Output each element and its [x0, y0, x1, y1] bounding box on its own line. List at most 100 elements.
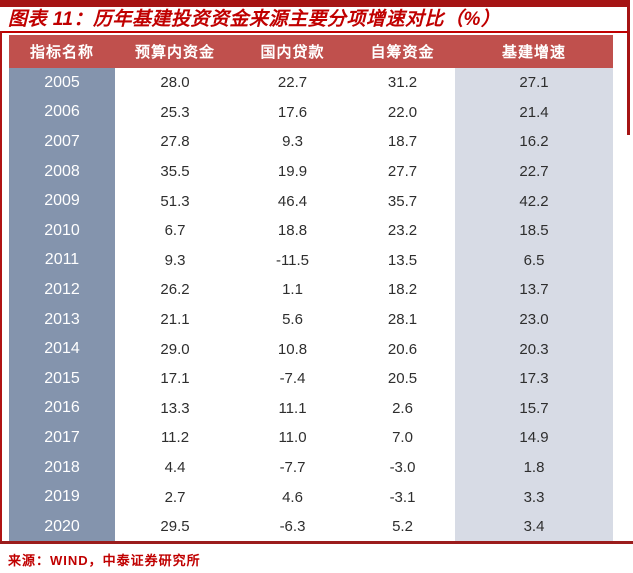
value-cell: 19.9	[235, 156, 350, 187]
column-header-0: 指标名称	[9, 35, 115, 68]
table-row: 2009 51.3 46.4 35.7 42.2	[9, 186, 613, 216]
value-cell: 21.4	[455, 97, 613, 128]
table-row: 2014 29.0 10.8 20.6 20.3	[9, 334, 613, 364]
value-cell: 9.3	[235, 127, 350, 157]
year-cell: 2011	[9, 245, 115, 276]
year-cell: 2008	[9, 156, 115, 187]
year-cell: 2014	[9, 334, 115, 364]
year-cell: 2015	[9, 363, 115, 394]
year-cell: 2012	[9, 275, 115, 305]
table-row: 2012 26.2 1.1 18.2 13.7	[9, 275, 613, 305]
value-cell: -6.3	[235, 511, 350, 542]
year-cell: 2018	[9, 452, 115, 483]
table-row: 2008 35.5 19.9 27.7 22.7	[9, 156, 613, 187]
data-table-wrapper: 指标名称 预算内资金 国内贷款 自筹资金 基建增速 2005 28.0 22.7 31.2 27…	[9, 35, 613, 542]
table-row: 2016 13.3 11.1 2.6 15.7	[9, 393, 613, 424]
value-cell: 18.2	[350, 275, 455, 305]
year-cell: 2006	[9, 97, 115, 128]
value-cell: 29.0	[115, 334, 235, 364]
table-row: 2005 28.0 22.7 31.2 27.1	[9, 68, 613, 98]
value-cell: 23.2	[350, 215, 455, 246]
table-row: 2019 2.7 4.6 -3.1 3.3	[9, 482, 613, 512]
value-cell: -3.0	[350, 452, 455, 483]
source-note: 来源：WIND，中泰证券研究所	[8, 553, 201, 568]
value-cell: 21.1	[115, 304, 235, 335]
value-cell: 27.1	[455, 68, 613, 98]
value-cell: 31.2	[350, 68, 455, 98]
table-row: 2011 9.3 -11.5 13.5 6.5	[9, 245, 613, 276]
value-cell: -3.1	[350, 482, 455, 512]
table-body: 2005 28.0 22.7 31.2 27.1 2006 25.3 17.6 22.0 21.4…	[9, 68, 613, 542]
value-cell: 17.1	[115, 363, 235, 394]
table-row: 2013 21.1 5.6 28.1 23.0	[9, 304, 613, 335]
value-cell: 17.6	[235, 97, 350, 128]
value-cell: 25.3	[115, 97, 235, 128]
column-header-4: 基建增速	[455, 35, 613, 68]
value-cell: 20.6	[350, 334, 455, 364]
value-cell: 42.2	[455, 186, 613, 216]
year-cell: 2013	[9, 304, 115, 335]
value-cell: 6.7	[115, 215, 235, 246]
value-cell: 22.7	[455, 156, 613, 187]
value-cell: 6.5	[455, 245, 613, 276]
table-row: 2007 27.8 9.3 18.7 16.2	[9, 127, 613, 157]
year-cell: 2007	[9, 127, 115, 157]
value-cell: 35.5	[115, 156, 235, 187]
value-cell: 7.0	[350, 423, 455, 453]
column-header-3: 自筹资金	[350, 35, 455, 68]
value-cell: 9.3	[115, 245, 235, 276]
value-cell: 10.8	[235, 334, 350, 364]
value-cell: 27.8	[115, 127, 235, 157]
column-header-2: 国内贷款	[235, 35, 350, 68]
year-cell: 2009	[9, 186, 115, 216]
table-row: 2006 25.3 17.6 22.0 21.4	[9, 97, 613, 128]
value-cell: 15.7	[455, 393, 613, 424]
value-cell: 4.4	[115, 452, 235, 483]
right-red-border	[627, 0, 630, 135]
value-cell: 51.3	[115, 186, 235, 216]
table-row: 2018 4.4 -7.7 -3.0 1.8	[9, 452, 613, 483]
value-cell: 13.5	[350, 245, 455, 276]
value-cell: 18.7	[350, 127, 455, 157]
value-cell: 1.1	[235, 275, 350, 305]
value-cell: -11.5	[235, 245, 350, 276]
value-cell: 22.0	[350, 97, 455, 128]
value-cell: 14.9	[455, 423, 613, 453]
value-cell: 2.7	[115, 482, 235, 512]
value-cell: 27.7	[350, 156, 455, 187]
value-cell: 2.6	[350, 393, 455, 424]
left-red-border	[0, 31, 2, 543]
value-cell: 5.2	[350, 511, 455, 542]
value-cell: 5.6	[235, 304, 350, 335]
top-red-bar	[0, 0, 630, 7]
value-cell: 18.5	[455, 215, 613, 246]
year-cell: 2010	[9, 215, 115, 246]
value-cell: 28.0	[115, 68, 235, 98]
value-cell: 11.2	[115, 423, 235, 453]
value-cell: 26.2	[115, 275, 235, 305]
value-cell: 13.7	[455, 275, 613, 305]
value-cell: 29.5	[115, 511, 235, 542]
value-cell: 22.7	[235, 68, 350, 98]
table-header-row: 指标名称 预算内资金 国内贷款 自筹资金 基建增速	[9, 35, 613, 68]
value-cell: 3.3	[455, 482, 613, 512]
value-cell: 20.5	[350, 363, 455, 394]
column-header-1: 预算内资金	[115, 35, 235, 68]
value-cell: -7.4	[235, 363, 350, 394]
value-cell: 11.0	[235, 423, 350, 453]
value-cell: 11.1	[235, 393, 350, 424]
value-cell: 17.3	[455, 363, 613, 394]
data-table: 指标名称 预算内资金 国内贷款 自筹资金 基建增速 2005 28.0 22.7 31.2 27…	[9, 35, 613, 542]
value-cell: 28.1	[350, 304, 455, 335]
year-cell: 2017	[9, 423, 115, 453]
value-cell: 20.3	[455, 334, 613, 364]
value-cell: 18.8	[235, 215, 350, 246]
value-cell: 35.7	[350, 186, 455, 216]
year-cell: 2019	[9, 482, 115, 512]
table-row: 2017 11.2 11.0 7.0 14.9	[9, 423, 613, 453]
title-divider	[0, 31, 628, 33]
value-cell: 16.2	[455, 127, 613, 157]
year-cell: 2005	[9, 68, 115, 98]
value-cell: -7.7	[235, 452, 350, 483]
